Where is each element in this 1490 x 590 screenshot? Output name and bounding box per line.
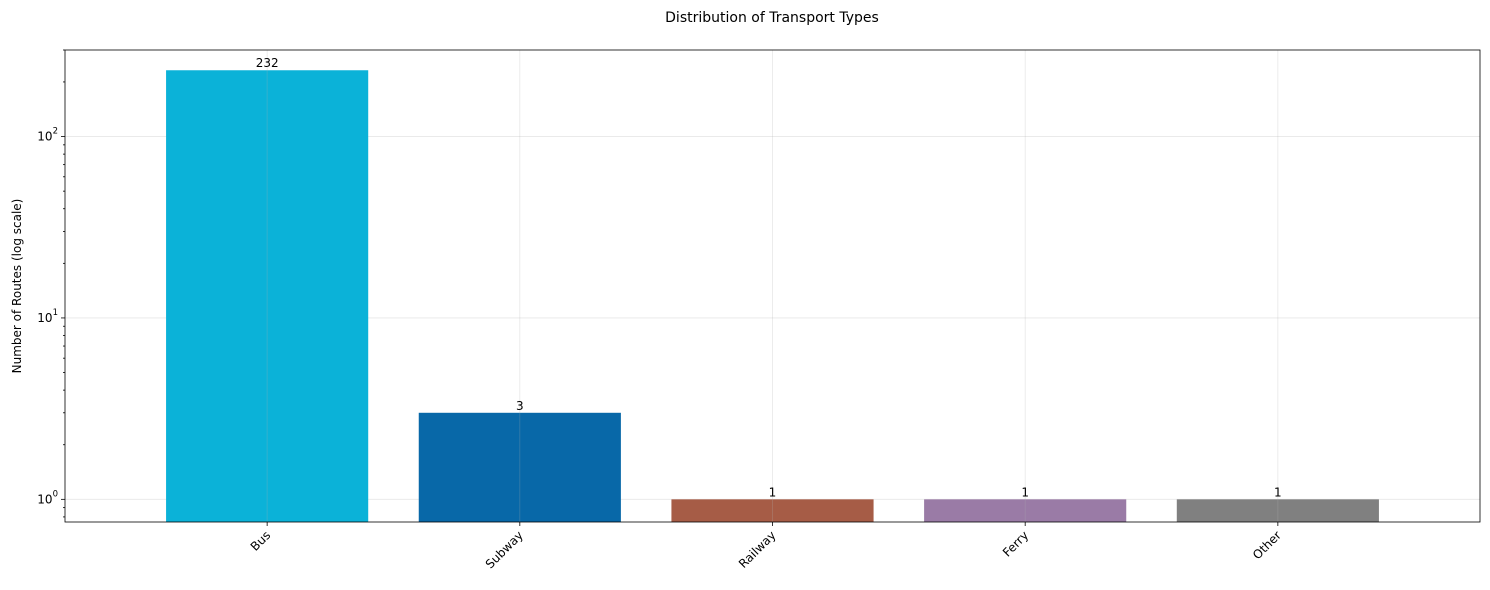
chart-title: Distribution of Transport Types (665, 10, 879, 26)
bar-subway (418, 412, 621, 522)
y-tick-label: 102 (37, 127, 58, 144)
y-axis-ticks: 100 101 102 (37, 49, 65, 518)
data-labels: 232 3 1 1 1 (256, 56, 1282, 499)
bar-ferry (924, 499, 1127, 522)
x-tick-label-other: Other (1250, 528, 1284, 562)
x-tick-label-subway: Subway (483, 528, 526, 571)
x-grid (266, 50, 1279, 522)
bar-railway (671, 499, 874, 522)
bar-other (1176, 499, 1379, 522)
bars (166, 70, 1379, 522)
x-tick-label-railway: Railway (736, 528, 779, 571)
x-tick-label-ferry: Ferry (1000, 528, 1031, 559)
data-label-subway: 3 (516, 399, 524, 413)
bar-bus (166, 70, 369, 522)
data-label-railway: 1 (769, 485, 777, 499)
x-axis-ticks: Bus Subway Railway Ferry Other (248, 522, 1284, 571)
y-tick-label: 100 (37, 489, 58, 506)
data-label-ferry: 1 (1021, 485, 1029, 499)
y-tick-label: 101 (37, 308, 58, 325)
data-label-bus: 232 (256, 56, 279, 70)
x-tick-label-bus: Bus (248, 528, 274, 554)
data-label-other: 1 (1274, 485, 1282, 499)
y-axis-label: Number of Routes (log scale) (10, 199, 24, 374)
